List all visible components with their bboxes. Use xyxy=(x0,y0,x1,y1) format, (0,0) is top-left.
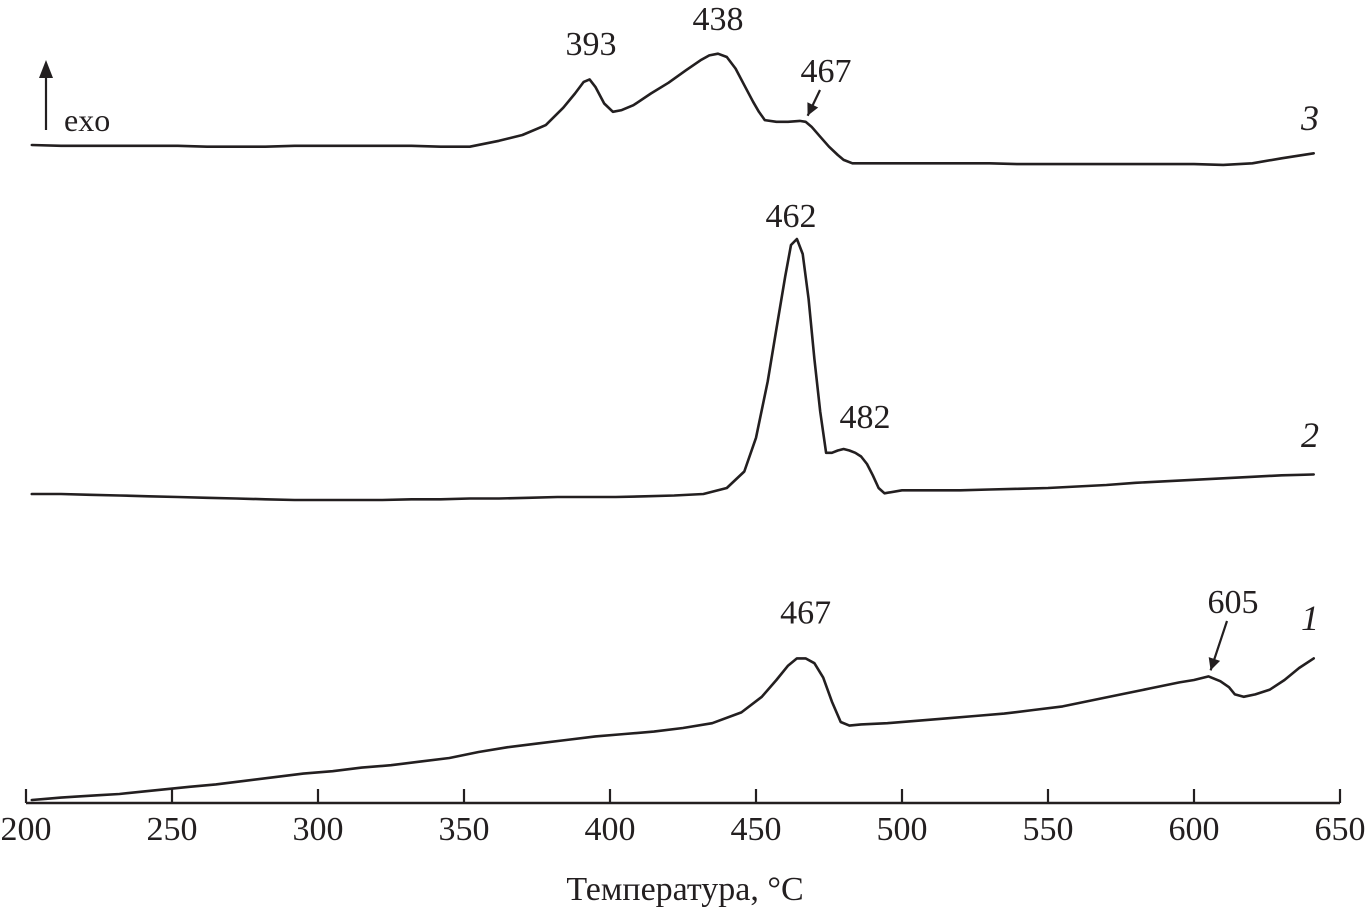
peak-label: 467 xyxy=(801,53,852,90)
series-1-label: 1 xyxy=(1301,598,1319,638)
series-3-label: 3 xyxy=(1300,98,1319,138)
peak-label: 438 xyxy=(693,1,744,38)
series-2-line xyxy=(30,237,1315,502)
x-tick-label: 650 xyxy=(1315,811,1366,848)
x-tick-label: 200 xyxy=(1,811,52,848)
peak-arrow-head xyxy=(807,102,819,116)
series-2-label: 2 xyxy=(1301,415,1319,455)
x-tick-label: 300 xyxy=(293,811,344,848)
x-axis-title: Температура, °C xyxy=(566,871,803,908)
annotations-layer: 1 467 605 2 462 482 3 393 438 467 xyxy=(566,1,1319,671)
x-tick-label: 250 xyxy=(147,811,198,848)
exo-arrow-head xyxy=(39,60,53,78)
series-layer xyxy=(30,52,1315,802)
exo-indicator: exo xyxy=(39,60,110,138)
exo-label: exo xyxy=(64,102,110,138)
peak-label: 393 xyxy=(566,26,617,63)
peak-label: 462 xyxy=(766,198,817,235)
x-tick-label: 550 xyxy=(1023,811,1074,848)
x-tick-label: 400 xyxy=(585,811,636,848)
peak-label: 482 xyxy=(840,399,891,436)
x-tick-label: 500 xyxy=(877,811,928,848)
series-1-line xyxy=(30,657,1315,802)
peak-arrow-head xyxy=(1208,657,1221,671)
peak-label: 467 xyxy=(780,594,831,631)
x-tick-label: 350 xyxy=(439,811,490,848)
series-3-line xyxy=(30,52,1315,167)
x-tick-label: 450 xyxy=(731,811,782,848)
x-tick-label: 600 xyxy=(1169,811,1220,848)
x-axis-ticks: 200 250 300 350 400 450 500 550 600 650 xyxy=(1,789,1366,848)
peak-label: 605 xyxy=(1208,584,1259,621)
